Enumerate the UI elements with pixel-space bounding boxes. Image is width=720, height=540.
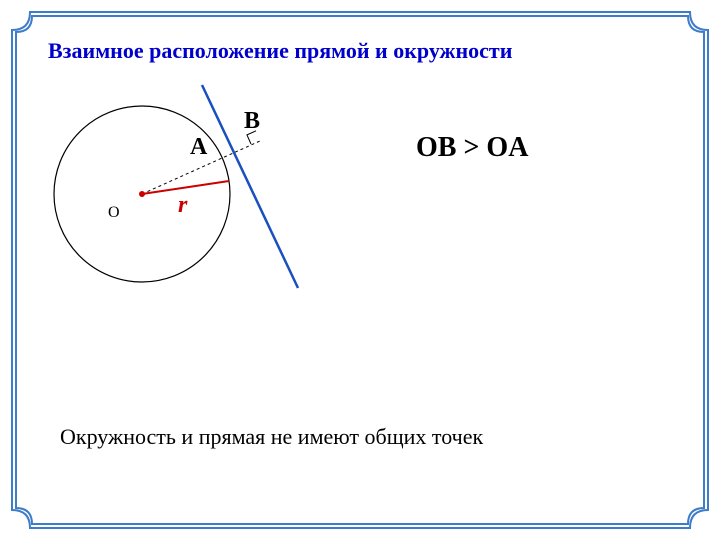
- slide-frame: [12, 12, 708, 528]
- label-r: r: [178, 192, 187, 219]
- conclusion-text: Окружность и прямая не имеют общих точек: [60, 424, 483, 450]
- label-o: О: [108, 204, 120, 222]
- label-b: B: [244, 108, 260, 135]
- geometry-diagram: [54, 85, 298, 288]
- center-dot: [139, 191, 145, 197]
- label-a: A: [190, 134, 207, 161]
- slide-svg: [0, 0, 720, 540]
- frame-outer: [12, 12, 708, 528]
- slide-title: Взаимное расположение прямой и окружност…: [48, 38, 512, 64]
- inequality-statement: OB > OA: [416, 132, 528, 164]
